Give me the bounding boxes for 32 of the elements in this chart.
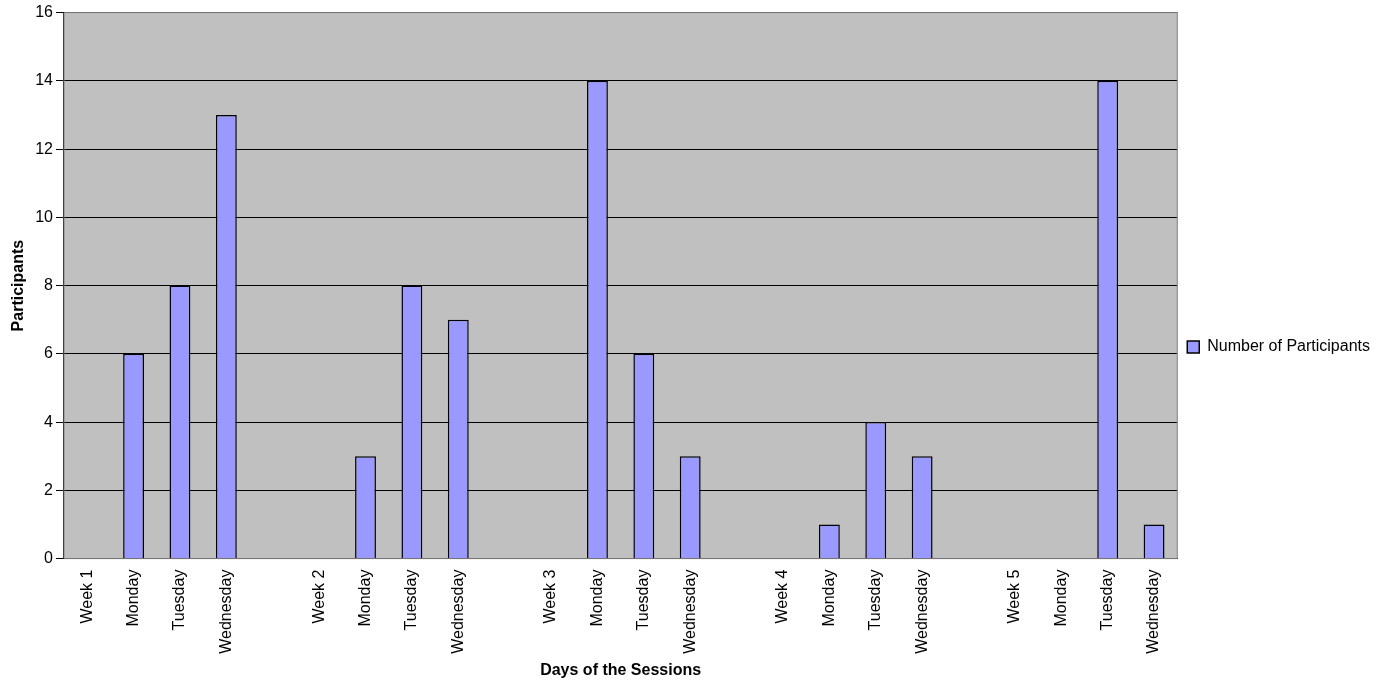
x-tick-label: Tuesday [634,569,652,631]
x-tick-label: Wednesday [216,569,234,654]
y-tick-label: 4 [44,412,54,430]
x-tick-label: Monday [587,569,605,627]
y-tick-label: 14 [35,71,54,89]
x-axis-title: Days of the Sessions [540,660,702,678]
x-tick-label: Tuesday [402,569,420,631]
y-axis-title: Participants [9,239,27,332]
y-tick-label: 16 [35,3,54,21]
x-tick-label: Tuesday [170,569,188,631]
y-tick-label: 0 [44,549,54,566]
y-tick-label: 2 [44,480,54,498]
y-tick-label: 6 [44,344,54,362]
x-tick-label: Wednesday [680,569,698,654]
x-tick-label: Tuesday [866,569,884,631]
x-tick-label: Week 5 [1005,569,1023,624]
x-tick-label: Monday [819,569,837,627]
x-tick-label: Monday [1051,569,1069,627]
x-tick-label: Week 4 [773,569,791,624]
y-tick-label: 8 [44,276,54,293]
x-tick-label: Tuesday [1098,569,1116,631]
x-tick-label: Week 2 [309,569,327,624]
x-tick-label: Week 3 [541,569,559,624]
x-tick-label: Wednesday [912,569,930,654]
x-tick-label: Monday [355,569,373,627]
y-tick-label: 12 [35,139,54,157]
x-tick-label: Monday [123,569,141,627]
x-tick-label: Week 1 [77,569,95,624]
y-tick-label: 10 [35,207,54,225]
legend-label: Number of Participants [1207,337,1370,355]
x-tick-label: Wednesday [1144,569,1162,654]
x-tick-label: Wednesday [448,569,466,654]
